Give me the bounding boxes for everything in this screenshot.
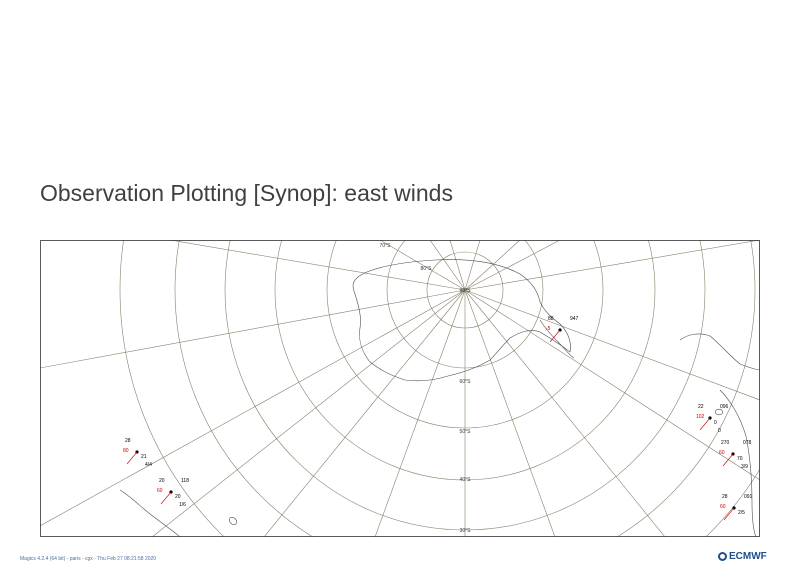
parallel-label: 50°S (460, 429, 472, 435)
meridian-line (449, 240, 466, 291)
station-value: 102 (696, 414, 705, 420)
station-value: 1/6 (179, 502, 186, 508)
meridian-line (464, 240, 481, 291)
meridian-line (379, 240, 466, 291)
station-pressure: 096 (720, 404, 729, 410)
meridian-line (464, 289, 760, 401)
station-value: 60 (157, 488, 163, 494)
station-value: 80 (123, 448, 129, 454)
meridian-line (263, 289, 466, 537)
meridian-line (40, 289, 466, 527)
station-value: 60 (719, 450, 725, 456)
meridian-line (374, 289, 466, 537)
south-america-coast (679, 333, 760, 537)
parallel-lines (119, 240, 760, 537)
wind-barb (723, 507, 735, 521)
map-frame (40, 240, 760, 537)
station-obs-1: 947 88 -5 (546, 316, 579, 343)
station-value: 28 (125, 438, 131, 444)
meridian-line (464, 289, 666, 537)
meridian-line (464, 240, 760, 291)
station-value: 4/4 (145, 462, 152, 468)
station-value: 3/9 (741, 464, 748, 470)
station-pressure: 118 (181, 478, 189, 484)
meridian-lines (40, 240, 760, 537)
station-value: 0 (714, 420, 717, 426)
map-panel: 100°E120°E140°E160°E180°E160°W140°W120°W… (40, 240, 760, 537)
antarctic-peninsula (539, 319, 575, 359)
station-pressure: 947 (570, 316, 579, 322)
station-obs-2: 096 22 102 00 (696, 404, 729, 434)
meridian-line (168, 240, 466, 291)
wind-barb (549, 329, 561, 343)
africa-tip (119, 489, 181, 537)
page-title: Observation Plotting [Synop]: east winds (40, 180, 453, 206)
station-obs-3: 078 270 60 70 3/9 (719, 440, 752, 470)
logo-mark-icon (718, 552, 727, 561)
parallel-label: 40°S (460, 477, 472, 483)
parallel-label: 30°S (460, 528, 472, 534)
antarctica-coast (352, 259, 571, 382)
wind-barb (699, 417, 711, 431)
island-1 (229, 517, 237, 525)
meridian-line (151, 289, 466, 537)
station-pressure: 091 (744, 494, 753, 500)
parallel-label: 90°S (460, 288, 472, 294)
station-obs-5: 28 80 21 4/4 (123, 438, 152, 468)
parallel-label: 60°S (460, 379, 472, 385)
station-value: 20 (159, 478, 165, 484)
station-value: 20 (175, 494, 181, 500)
station-obs-4: 091 28 60 2/5 (720, 494, 753, 521)
wind-barb (160, 491, 172, 505)
meridian-line (40, 289, 466, 369)
station-pressure: 078 (743, 440, 752, 446)
meridian-line (429, 240, 466, 291)
station-value: 22 (698, 404, 704, 410)
footer-credit: Magics 4.2.4 (64 bit) - paris - cgx - Th… (20, 556, 157, 562)
ecmwf-logo: ECMWF (718, 551, 767, 562)
station-value: 28 (722, 494, 728, 500)
grid-labels: 100°E120°E140°E160°E180°E160°W140°W120°W… (380, 243, 472, 534)
meridian-line (464, 289, 760, 481)
parallel-label: 80°S (421, 266, 433, 272)
station-obs-6: 118 20 60 20 1/6 (157, 478, 189, 508)
parallel-circle (174, 240, 756, 537)
meridian-line (464, 289, 556, 537)
wind-barb (126, 451, 138, 465)
map-canvas: 100°E120°E140°E160°E180°E160°W140°W120°W… (40, 240, 760, 537)
station-value: 0 (718, 428, 721, 434)
station-value: 21 (141, 454, 147, 460)
station-value: 2/5 (738, 510, 745, 516)
parallel-label: 70°S (380, 243, 392, 249)
wind-barb (722, 453, 734, 467)
falklands (715, 408, 723, 416)
station-value: 88 (548, 316, 554, 322)
station-value: 60 (720, 504, 726, 510)
parallel-circle (119, 240, 760, 537)
station-value: -5 (546, 326, 551, 332)
observation-symbols: 947 88 -5 096 22 102 00 078 270 60 70 3/9 091 28 60 2/5… (123, 316, 753, 521)
station-value: 270 (721, 440, 730, 446)
logo-text: ECMWF (729, 551, 767, 562)
meridian-line (464, 240, 521, 291)
station-value: 70 (737, 456, 743, 462)
coastlines (119, 259, 760, 537)
meridian-line (464, 240, 561, 291)
